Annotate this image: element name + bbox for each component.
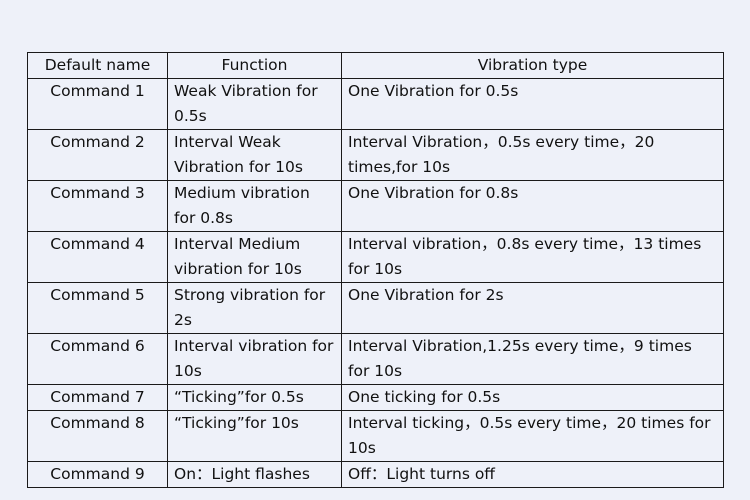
table-row: Command 8 “Ticking”for 10s Interval tick… — [27, 410, 724, 462]
command-name-cell: Command 5 — [27, 282, 168, 334]
table-row: Command 9 On：Light flashes Off：Light tur… — [27, 461, 724, 488]
vibration-type-cell: Interval Vibration，0.5s every time，20 ti… — [341, 129, 724, 181]
table-row: Command 7 “Ticking”for 0.5s One ticking … — [27, 384, 724, 411]
vibration-type-cell: Interval Vibration,1.25s every time，9 ti… — [341, 333, 724, 385]
vibration-type-cell: One ticking for 0.5s — [341, 384, 724, 411]
command-name-cell: Command 2 — [27, 129, 168, 181]
vibration-type-cell: Off：Light turns off — [341, 461, 724, 488]
command-name-cell: Command 6 — [27, 333, 168, 385]
function-cell: Interval vibration for 10s — [167, 333, 342, 385]
command-name-cell: Command 3 — [27, 180, 168, 232]
table-row: Command 6 Interval vibration for 10s Int… — [27, 333, 724, 385]
command-table: Default name Function Vibration type Com… — [27, 52, 724, 488]
table-row: Command 3 Medium vibration for 0.8s One … — [27, 180, 724, 232]
table-row: Command 5 Strong vibration for 2s One Vi… — [27, 282, 724, 334]
function-cell: On：Light flashes — [167, 461, 342, 488]
command-name-cell: Command 9 — [27, 461, 168, 488]
header-vibration-type: Vibration type — [341, 52, 724, 79]
table-row: Command 1 Weak Vibration for 0.5s One Vi… — [27, 78, 724, 130]
command-name-cell: Command 7 — [27, 384, 168, 411]
vibration-type-cell: Interval ticking，0.5s every time，20 time… — [341, 410, 724, 462]
function-cell: “Ticking”for 10s — [167, 410, 342, 462]
header-row: Default name Function Vibration type — [27, 52, 724, 79]
vibration-type-cell: Interval vibration，0.8s every time，13 ti… — [341, 231, 724, 283]
function-cell: “Ticking”for 0.5s — [167, 384, 342, 411]
vibration-type-cell: One Vibration for 2s — [341, 282, 724, 334]
function-cell: Medium vibration for 0.8s — [167, 180, 342, 232]
table-row: Command 4 Interval Medium vibration for … — [27, 231, 724, 283]
function-cell: Interval Weak Vibration for 10s — [167, 129, 342, 181]
command-name-cell: Command 8 — [27, 410, 168, 462]
vibration-type-cell: One Vibration for 0.5s — [341, 78, 724, 130]
header-default-name: Default name — [27, 52, 168, 79]
function-cell: Strong vibration for 2s — [167, 282, 342, 334]
function-cell: Weak Vibration for 0.5s — [167, 78, 342, 130]
header-function: Function — [167, 52, 342, 79]
function-cell: Interval Medium vibration for 10s — [167, 231, 342, 283]
table-row: Command 2 Interval Weak Vibration for 10… — [27, 129, 724, 181]
command-name-cell: Command 1 — [27, 78, 168, 130]
vibration-type-cell: One Vibration for 0.8s — [341, 180, 724, 232]
command-name-cell: Command 4 — [27, 231, 168, 283]
